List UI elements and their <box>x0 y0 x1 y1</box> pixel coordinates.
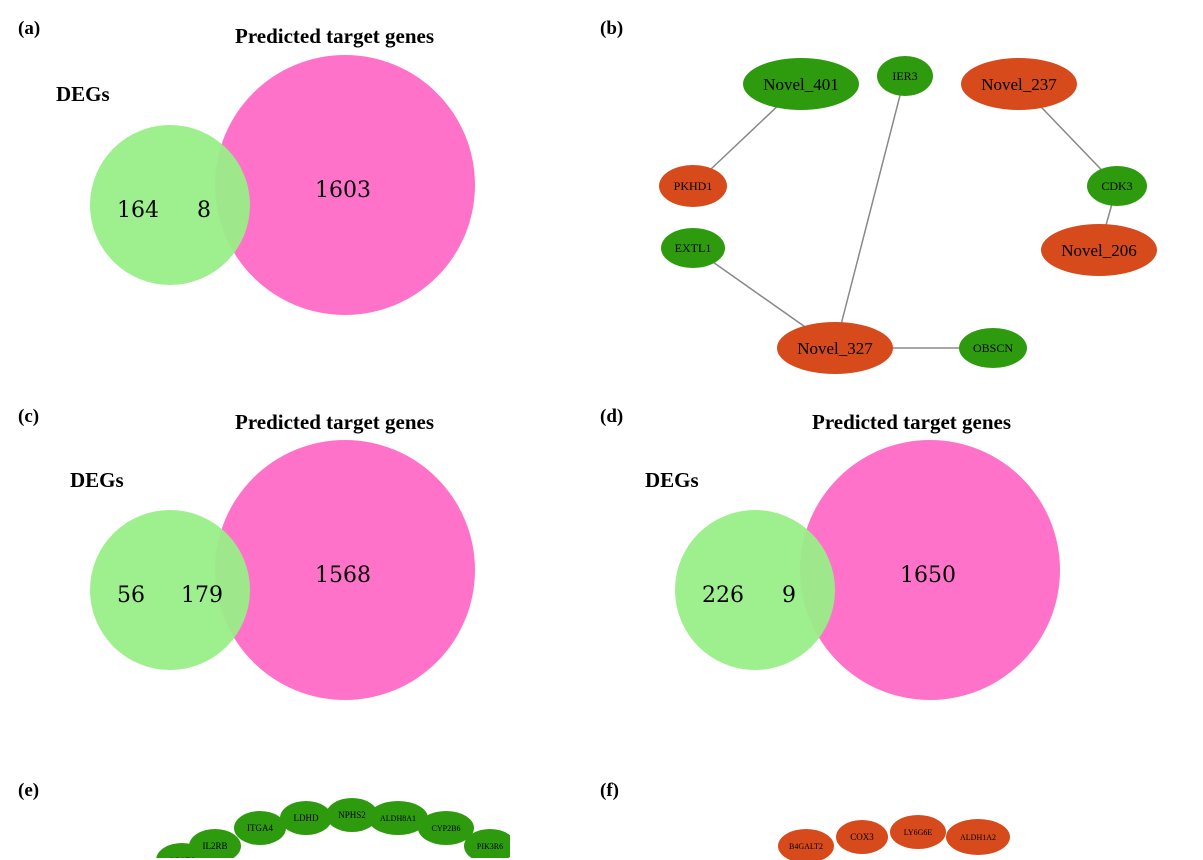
svg-text:NPHS2: NPHS2 <box>338 810 366 820</box>
svg-text:LY6G6E: LY6G6E <box>904 828 933 837</box>
svg-text:ALDH8A1: ALDH8A1 <box>380 814 416 823</box>
svg-text:PIK3R6: PIK3R6 <box>477 842 503 851</box>
venn-c-value: 179 <box>181 583 223 608</box>
svg-text:OBSCN: OBSCN <box>973 341 1013 355</box>
venn-c-value: 56 <box>117 583 145 608</box>
venn-a-value: 8 <box>197 198 211 223</box>
svg-text:EXTL1: EXTL1 <box>675 241 712 255</box>
venn-a: 164 8 1603 <box>55 30 495 320</box>
venn-a-value: 1603 <box>315 178 371 203</box>
svg-text:ALDH1A2: ALDH1A2 <box>960 833 996 842</box>
panel-label-f: (f) <box>600 780 619 802</box>
panel-label-a: (a) <box>18 18 40 40</box>
svg-text:Novel_206: Novel_206 <box>1061 241 1137 260</box>
venn-d-value: 226 <box>702 583 744 608</box>
venn-d-value: 9 <box>782 583 796 608</box>
svg-text:Novel_237: Novel_237 <box>981 75 1057 94</box>
svg-text:CYP2B6: CYP2B6 <box>432 824 461 833</box>
svg-text:LDHD: LDHD <box>294 813 319 823</box>
svg-text:PKHD1: PKHD1 <box>674 179 713 193</box>
venn-d-value: 1650 <box>900 563 956 588</box>
svg-text:ITGA4: ITGA4 <box>247 823 273 833</box>
partial-e: IL2RB ITGA4 LDHD NPHS2 ALDH8A1 CYP2B6 PIK3R6 AC… <box>130 788 510 858</box>
svg-text:IL2RB: IL2RB <box>202 841 227 851</box>
network-b: Novel_401 IER3 Novel_237 PKHD1 EXTL1 CDK3 Nove… <box>605 30 1175 375</box>
svg-text:COX3: COX3 <box>850 832 874 842</box>
svg-text:Novel_401: Novel_401 <box>763 75 839 94</box>
svg-text:CDK3: CDK3 <box>1101 179 1132 193</box>
venn-c-value: 1568 <box>315 563 371 588</box>
partial-f: B4GALT2 COX3 LY6G6E ALDH1A2 <box>770 800 1040 860</box>
panel-label-e: (e) <box>18 780 39 802</box>
venn-c: 56 179 1568 <box>55 415 495 705</box>
svg-text:Novel_327: Novel_327 <box>797 339 873 358</box>
svg-text:B4GALT2: B4GALT2 <box>789 842 823 851</box>
panel-label-d: (d) <box>600 406 623 428</box>
svg-text:ACAD9: ACAD9 <box>169 856 196 858</box>
venn-d: 226 9 1650 <box>640 415 1080 705</box>
venn-a-value: 164 <box>117 198 159 223</box>
panel-label-c: (c) <box>18 406 39 428</box>
svg-text:IER3: IER3 <box>892 69 917 83</box>
